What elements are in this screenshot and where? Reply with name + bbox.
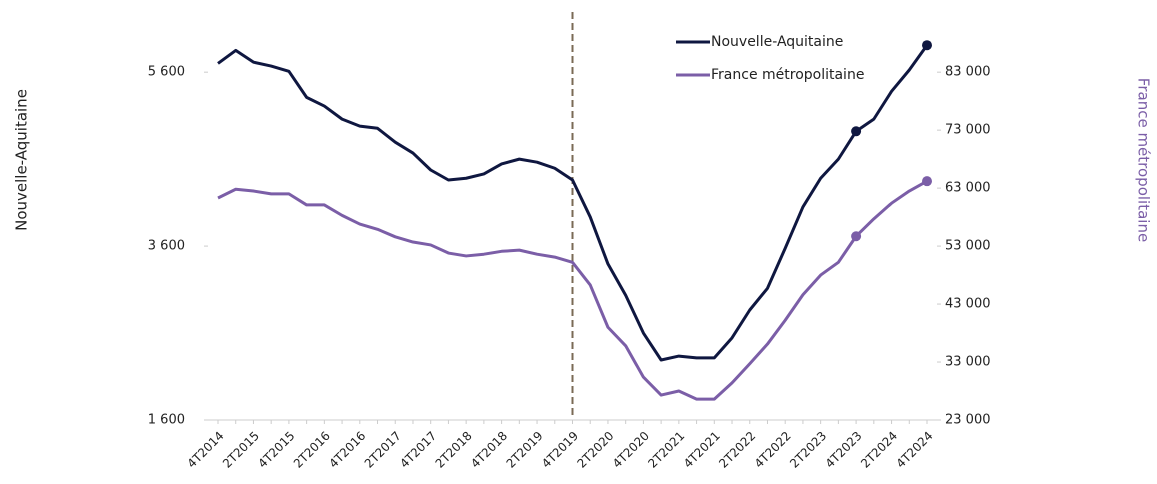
point-marker <box>851 126 862 137</box>
x-tick-label: 4T2017 <box>397 429 439 471</box>
y2-axis-title: France métropolitaine <box>1135 78 1153 242</box>
point-marker <box>922 40 932 51</box>
series-line <box>217 179 928 401</box>
y-axis-title: Nouvelle-Aquitaine <box>13 89 31 231</box>
y2-tick-label: 23 000 <box>945 413 991 428</box>
x-tick-label: 2T2019 <box>504 429 546 471</box>
x-tick-label: 4T2015 <box>255 429 297 471</box>
x-tick-label: 4T2016 <box>326 429 368 471</box>
x-tick-label: 2T2016 <box>291 429 333 471</box>
x-tick-label: 4T2018 <box>468 429 510 471</box>
y-tick-label: 3 600 <box>148 239 185 254</box>
y2-tick-label: 43 000 <box>945 297 991 312</box>
x-tick-label: 2T2024 <box>858 429 900 471</box>
x-tick-label: 2T2020 <box>574 429 616 471</box>
y2-tick-label: 83 000 <box>945 65 991 80</box>
x-tick-label: 2T2017 <box>362 429 404 471</box>
y2-tick-label: 33 000 <box>945 355 991 370</box>
y2-tick-label: 63 000 <box>945 181 991 196</box>
legend-label: France métropolitaine <box>711 67 864 83</box>
x-tick-label: 4T2014 <box>185 429 227 471</box>
x-tick-label: 4T2023 <box>823 429 865 471</box>
point-marker <box>851 231 862 242</box>
series-line <box>217 44 929 362</box>
x-tick-label: 2T2015 <box>220 429 262 471</box>
x-tick-label: 2T2018 <box>433 429 475 471</box>
x-tick-label: 4T2020 <box>610 429 652 471</box>
x-tick-label: 4T2021 <box>681 429 723 471</box>
y-tick-label: 5 600 <box>148 65 185 80</box>
y2-tick-label: 73 000 <box>945 123 991 138</box>
x-tick-label: 4T2024 <box>894 429 936 471</box>
x-tick-label: 4T2019 <box>539 429 581 471</box>
y-tick-label: 1 600 <box>148 413 185 428</box>
x-tick-label: 4T2022 <box>752 429 794 471</box>
x-tick-label: 2T2022 <box>716 429 758 471</box>
legend-label: Nouvelle-Aquitaine <box>711 34 843 50</box>
point-marker <box>922 176 932 187</box>
x-tick-label: 2T2023 <box>787 429 829 471</box>
x-tick-label: 2T2021 <box>645 429 687 471</box>
y2-tick-label: 53 000 <box>945 239 991 254</box>
